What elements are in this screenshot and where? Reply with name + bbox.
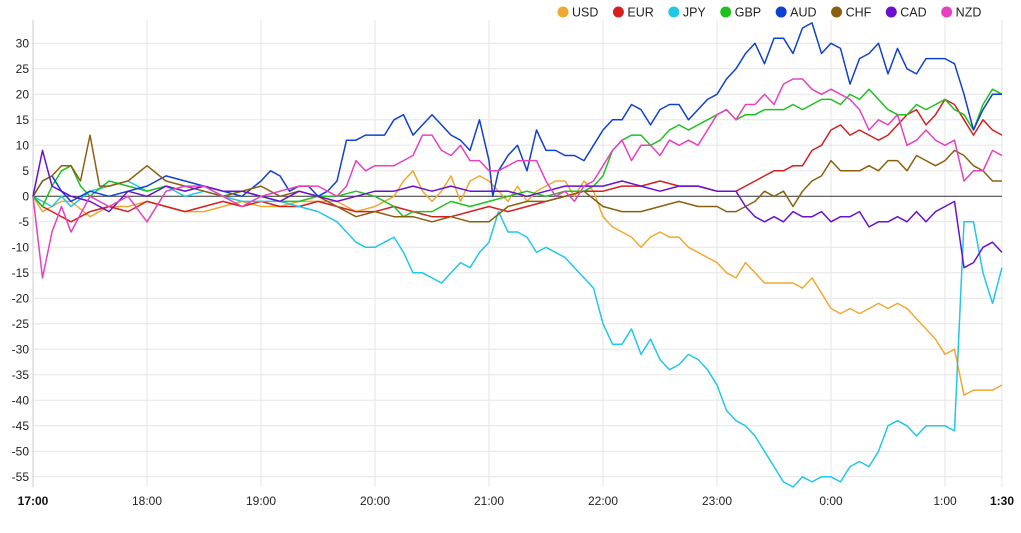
- grid: [32, 20, 1003, 487]
- series-line-nzd: [32, 78, 1003, 279]
- x-tick-label: 19:00: [246, 494, 276, 508]
- legend-marker: [668, 6, 680, 18]
- y-axis: 30 25 20 15 10 5 0 -5 -10 -15 -20 -25 -30 -35 -40 -45 -5…: [12, 20, 34, 487]
- series-line-aud: [32, 22, 1002, 203]
- legend-item-usd[interactable]: USD: [557, 6, 599, 20]
- legend-marker: [557, 6, 569, 18]
- x-axis: 17:00 18:00 19:00 20:00 21:00 22:00 23:00 0:00 1…: [18, 494, 1015, 508]
- x-tick-label: 20:00: [360, 494, 390, 508]
- legend-label: AUD: [790, 6, 816, 20]
- y-tick-label: -55: [12, 470, 30, 484]
- y-tick-label: -5: [18, 215, 29, 229]
- y-tick-label: -35: [12, 368, 30, 382]
- y-tick-label: -30: [12, 342, 30, 356]
- legend-label: EUR: [627, 6, 653, 20]
- legend-label: CHF: [846, 6, 872, 20]
- series-line-jpy: [32, 180, 1003, 488]
- x-tick-label: 23:00: [702, 494, 732, 508]
- series-line-gbp: [32, 88, 1003, 218]
- x-tick-label: 0:00: [819, 494, 843, 508]
- y-tick-label: -25: [12, 317, 30, 331]
- legend-label: JPY: [683, 6, 707, 20]
- series-line-usd: [32, 170, 1003, 396]
- series-line-eur: [32, 98, 1003, 223]
- y-tick-label: -45: [12, 419, 30, 433]
- legend-marker: [941, 6, 953, 18]
- legend-marker: [775, 6, 787, 18]
- legend-marker: [885, 6, 897, 18]
- legend-item-jpy[interactable]: JPY: [668, 6, 706, 20]
- x-tick-label: 1:00: [933, 494, 957, 508]
- series-line-chf: [32, 134, 1002, 223]
- legend-item-cad[interactable]: CAD: [885, 6, 927, 20]
- x-tick-label: 22:00: [588, 494, 618, 508]
- y-tick-label: 30: [16, 36, 30, 50]
- y-tick-label: 5: [22, 164, 29, 178]
- legend-marker: [612, 6, 624, 18]
- legend-item-nzd[interactable]: NZD: [941, 6, 981, 20]
- y-tick-label: 10: [16, 138, 30, 152]
- legend-item-gbp[interactable]: GBP: [720, 6, 761, 20]
- x-tick-label: 1:30: [990, 494, 1014, 508]
- legend-label: NZD: [956, 6, 982, 20]
- legend[interactable]: USD EUR JPY GBP AUD CHF CAD NZD: [557, 6, 982, 20]
- legend-label: CAD: [900, 6, 926, 20]
- y-tick-label: -20: [12, 291, 30, 305]
- y-tick-label: -10: [12, 240, 30, 254]
- legend-marker: [720, 6, 732, 18]
- series-group: [32, 22, 1003, 488]
- x-tick-label: 18:00: [132, 494, 162, 508]
- y-tick-label: 20: [16, 87, 30, 101]
- x-tick-label: 21:00: [474, 494, 504, 508]
- y-tick-label: -40: [12, 393, 30, 407]
- y-tick-label: 25: [16, 62, 30, 76]
- legend-item-aud[interactable]: AUD: [775, 6, 817, 20]
- y-tick-label: 15: [16, 113, 30, 127]
- y-tick-label: -50: [12, 444, 30, 458]
- legend-marker: [831, 6, 843, 18]
- legend-label: USD: [572, 6, 598, 20]
- legend-item-eur[interactable]: EUR: [612, 6, 654, 20]
- legend-item-chf[interactable]: CHF: [831, 6, 872, 20]
- x-tick-label: 17:00: [18, 494, 49, 508]
- legend-label: GBP: [735, 6, 761, 20]
- y-tick-label: 0: [22, 189, 29, 203]
- y-tick-label: -15: [12, 266, 30, 280]
